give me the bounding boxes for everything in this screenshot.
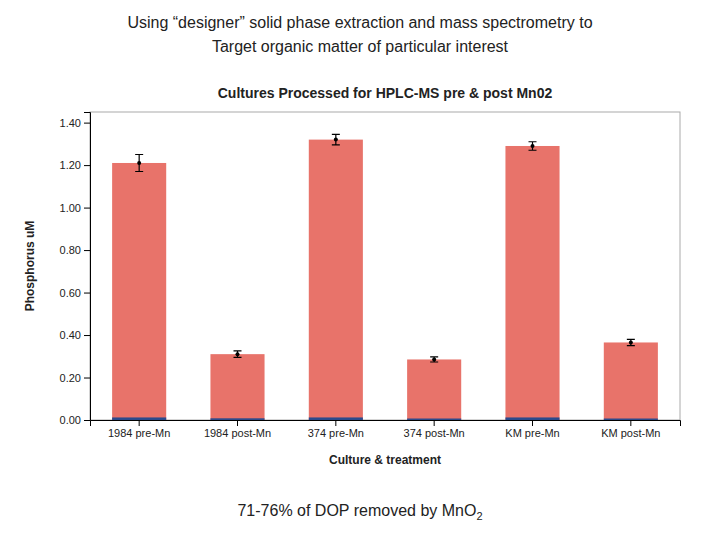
x-tick-label: KM pre-Mn (505, 427, 559, 439)
error-bar (135, 154, 143, 171)
y-tick: 0.40 (60, 329, 90, 341)
x-axis: 1984 pre-Mn 1984 post-Mn 374 pre-Mn 374 pos… (91, 420, 681, 439)
y-tick-mark (84, 293, 90, 294)
y-tick-label: 0.00 (60, 414, 81, 426)
bar (210, 354, 264, 420)
footnote-subscript: 2 (476, 510, 482, 522)
x-tick-label: KM post-Mn (601, 427, 660, 439)
y-tick-mark (84, 250, 90, 251)
error-bar (529, 142, 537, 150)
x-tick: KM pre-Mn (505, 420, 559, 439)
chart: Using “designer” solid phase extraction … (0, 0, 720, 540)
bar-series (112, 417, 658, 420)
y-tick-label: 0.60 (60, 287, 81, 299)
y-tick: 0.60 (60, 287, 90, 299)
x-tick-mark (237, 420, 238, 426)
y-tick-mark (84, 208, 90, 209)
y-axis-line (84, 113, 91, 421)
value-dot (629, 340, 633, 344)
bar (112, 163, 166, 420)
y-tick-mark (84, 378, 90, 379)
y-tick: 1.20 (60, 159, 90, 171)
x-tick-mark (630, 420, 631, 426)
x-tick-label: 1984 post-Mn (204, 427, 271, 439)
footnote: 71-76% of DOP removed by MnO2 (237, 502, 482, 522)
y-tick: 1.40 (60, 117, 90, 129)
base-bar (309, 417, 363, 420)
y-tick-label: 1.40 (60, 117, 81, 129)
footnote-text: 71-76% of DOP removed by MnO (237, 502, 476, 519)
value-dot (432, 357, 436, 361)
error-bar (627, 339, 635, 345)
x-axis-line (91, 421, 681, 427)
y-tick: 0.00 (60, 414, 90, 426)
error-bar (234, 351, 242, 357)
x-tick: 374 post-Mn (404, 420, 465, 439)
x-tick-label: 374 post-Mn (404, 427, 465, 439)
value-dots (137, 138, 633, 362)
base-bar (505, 417, 559, 420)
y-axis: 0.00 0.20 0.40 0.60 0.80 1.00 1.20 1.40 (60, 113, 91, 427)
subtitle: Target organic matter of particular inte… (212, 38, 509, 55)
y-tick-label: 0.80 (60, 244, 81, 256)
base-bar (210, 418, 264, 420)
y-tick-mark (84, 123, 90, 124)
x-tick-label: 374 pre-Mn (308, 427, 364, 439)
bar (309, 140, 363, 420)
x-tick: 1984 pre-Mn (108, 420, 170, 439)
error-bars (135, 134, 635, 362)
x-tick-label: 1984 pre-Mn (108, 427, 170, 439)
bar (604, 342, 658, 420)
title: Cultures Processed for HPLC-MS pre & pos… (218, 85, 553, 101)
value-dot (236, 352, 240, 356)
y-tick-mark (84, 420, 90, 421)
y-tick-label: 0.20 (60, 372, 81, 384)
x-tick-mark (532, 420, 533, 426)
base-bar (604, 419, 658, 420)
y-tick-label: 0.40 (60, 329, 81, 341)
value-dot (531, 144, 535, 148)
error-bar (332, 134, 340, 145)
bar-series (112, 140, 658, 420)
x-tick-mark (434, 420, 435, 426)
x-tick: KM post-Mn (601, 420, 660, 439)
y-tick-mark (84, 165, 90, 166)
y-tick: 0.20 (60, 372, 90, 384)
marks (112, 134, 658, 420)
y-tick-mark (84, 335, 90, 336)
x-tick-mark (139, 420, 140, 426)
error-bar (430, 357, 438, 362)
value-dot (334, 138, 338, 142)
bar (505, 146, 559, 420)
base-bar (112, 417, 166, 420)
y-tick: 1.00 (60, 202, 90, 214)
subtitle: Using “designer” solid phase extraction … (127, 14, 592, 31)
base-bar (407, 419, 461, 420)
x-tick: 374 pre-Mn (308, 420, 364, 439)
y-axis-title: Phosphorus uM (23, 221, 37, 312)
plot: 0.00 0.20 0.40 0.60 0.80 1.00 1.20 1.40 1984 pre… (23, 112, 681, 467)
bar (407, 359, 461, 420)
y-tick: 0.80 (60, 244, 90, 256)
y-tick-label: 1.00 (60, 202, 81, 214)
value-dot (137, 161, 141, 165)
y-tick-label: 1.20 (60, 159, 81, 171)
plot-frame (90, 112, 680, 420)
x-axis-title: Culture & treatment (329, 453, 441, 467)
x-tick-mark (335, 420, 336, 426)
x-tick: 1984 post-Mn (204, 420, 271, 439)
